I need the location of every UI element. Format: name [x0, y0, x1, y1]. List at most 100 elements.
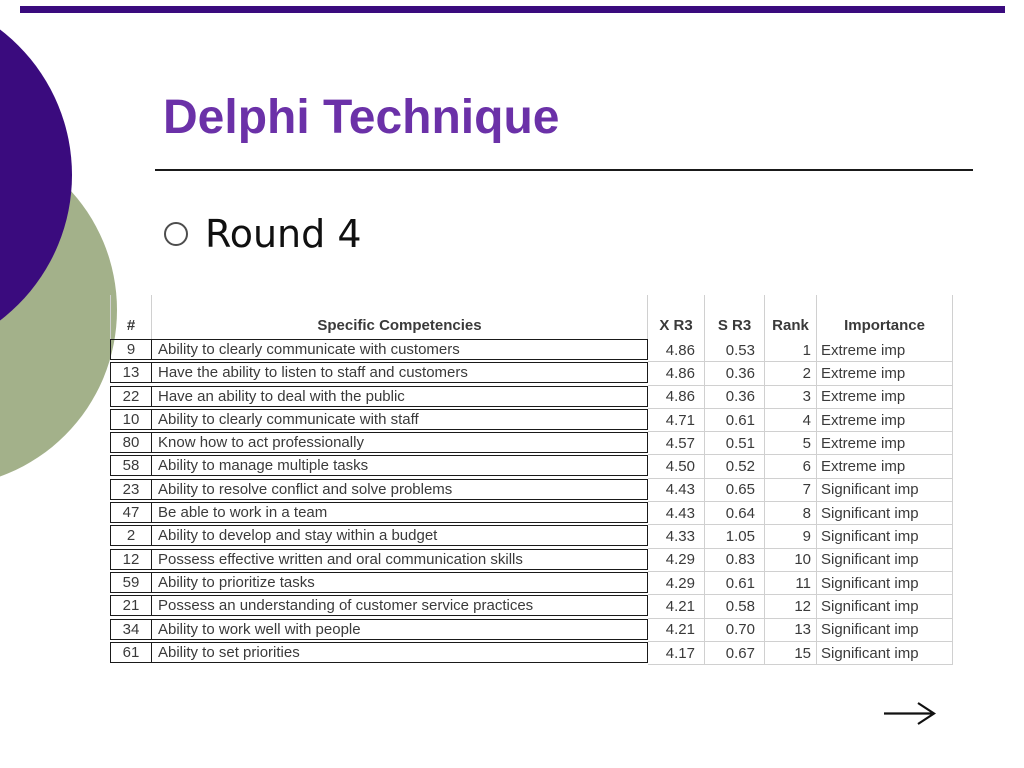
cell-competency: Ability to clearly communicate with staf…	[152, 408, 648, 430]
cell-rank: 11	[765, 571, 817, 596]
cell-xr3: 4.86	[648, 362, 705, 386]
table-body: 9 Ability to clearly communicate with cus…	[110, 339, 953, 666]
cell-number: 58	[110, 455, 152, 477]
cell-sr3: 0.61	[705, 571, 765, 596]
table-row: 47 Be able to work in a team 4.43 0.64 8 Sign…	[110, 502, 953, 526]
cell-sr3: 1.05	[705, 525, 765, 549]
cell-sr3: 0.53	[705, 339, 765, 363]
cell-rank: 9	[765, 525, 817, 549]
cell-rank: 5	[765, 432, 817, 456]
cell-importance: Significant imp	[817, 595, 953, 619]
cell-importance: Significant imp	[817, 525, 953, 549]
cell-competency: Have an ability to deal with the public	[152, 385, 648, 407]
header-number: #	[110, 295, 152, 339]
table-row: 80 Know how to act professionally 4.57 0.51…	[110, 432, 953, 456]
table-row: 34 Ability to work well with people 4.21 0.…	[110, 618, 953, 642]
cell-importance: Extreme imp	[817, 362, 953, 386]
cell-competency: Be able to work in a team	[152, 502, 648, 524]
table-row: 59 Ability to prioritize tasks 4.29 0.61 11 S…	[110, 571, 953, 596]
cell-importance: Extreme imp	[817, 385, 953, 409]
cell-competency: Know how to act professionally	[152, 432, 648, 454]
cell-competency: Have the ability to listen to staff and …	[152, 362, 648, 384]
header-importance: Importance	[817, 295, 953, 339]
cell-importance: Extreme imp	[817, 455, 953, 479]
cell-xr3: 4.29	[648, 548, 705, 572]
cell-xr3: 4.29	[648, 571, 705, 596]
cell-sr3: 0.67	[705, 641, 765, 666]
cell-importance: Extreme imp	[817, 339, 953, 363]
cell-rank: 13	[765, 618, 817, 642]
cell-number: 61	[110, 641, 152, 663]
cell-xr3: 4.50	[648, 455, 705, 479]
cell-number: 80	[110, 432, 152, 454]
table-row: 23 Ability to resolve conflict and solve …	[110, 478, 953, 503]
cell-number: 22	[110, 385, 152, 407]
cell-sr3: 0.52	[705, 455, 765, 479]
title-underline	[155, 169, 973, 171]
cell-sr3: 0.51	[705, 432, 765, 456]
cell-sr3: 0.36	[705, 385, 765, 409]
cell-competency: Possess an understanding of customer ser…	[152, 595, 648, 617]
cell-sr3: 0.65	[705, 478, 765, 503]
table-row: 10 Ability to clearly communicate with st…	[110, 408, 953, 433]
cell-competency: Possess effective written and oral commu…	[152, 548, 648, 570]
table-row: 22 Have an ability to deal with the publi…	[110, 385, 953, 409]
cell-rank: 7	[765, 478, 817, 503]
header-competencies: Specific Competencies	[152, 295, 648, 339]
cell-sr3: 0.58	[705, 595, 765, 619]
cell-rank: 1	[765, 339, 817, 363]
table-row: 12 Possess effective written and oral com…	[110, 548, 953, 572]
cell-sr3: 0.70	[705, 618, 765, 642]
cell-number: 59	[110, 571, 152, 593]
cell-rank: 3	[765, 385, 817, 409]
cell-rank: 2	[765, 362, 817, 386]
cell-competency: Ability to set priorities	[152, 641, 648, 663]
cell-importance: Extreme imp	[817, 408, 953, 433]
header-sr3: S R3	[705, 295, 765, 339]
cell-competency: Ability to work well with people	[152, 618, 648, 640]
cell-competency: Ability to resolve conflict and solve pr…	[152, 478, 648, 500]
table-row: 2 Ability to develop and stay within a bu…	[110, 525, 953, 549]
cell-importance: Significant imp	[817, 641, 953, 666]
cell-number: 47	[110, 502, 152, 524]
cell-sr3: 0.83	[705, 548, 765, 572]
cell-rank: 15	[765, 641, 817, 666]
cell-xr3: 4.71	[648, 408, 705, 433]
table-row: 58 Ability to manage multiple tasks 4.50 0.…	[110, 455, 953, 479]
cell-competency: Ability to manage multiple tasks	[152, 455, 648, 477]
competencies-table: # Specific Competencies X R3 S R3 Rank I…	[110, 295, 953, 666]
header-xr3: X R3	[648, 295, 705, 339]
cell-xr3: 4.21	[648, 595, 705, 619]
cell-xr3: 4.57	[648, 432, 705, 456]
cell-number: 21	[110, 595, 152, 617]
bullet-label: Round 4	[205, 212, 362, 256]
cell-importance: Significant imp	[817, 618, 953, 642]
cell-rank: 6	[765, 455, 817, 479]
table-header-row: # Specific Competencies X R3 S R3 Rank I…	[110, 295, 953, 339]
cell-number: 10	[110, 408, 152, 430]
cell-xr3: 4.21	[648, 618, 705, 642]
next-arrow-icon[interactable]	[882, 700, 940, 727]
bullet-circle-icon	[164, 222, 188, 246]
cell-importance: Significant imp	[817, 502, 953, 526]
cell-number: 9	[110, 339, 152, 360]
cell-number: 13	[110, 362, 152, 384]
cell-number: 12	[110, 548, 152, 570]
cell-importance: Significant imp	[817, 478, 953, 503]
cell-xr3: 4.17	[648, 641, 705, 666]
cell-competency: Ability to clearly communicate with cust…	[152, 339, 648, 360]
cell-xr3: 4.33	[648, 525, 705, 549]
cell-competency: Ability to prioritize tasks	[152, 571, 648, 593]
header-rank: Rank	[765, 295, 817, 339]
cell-sr3: 0.64	[705, 502, 765, 526]
cell-importance: Significant imp	[817, 548, 953, 572]
table-row: 9 Ability to clearly communicate with cus…	[110, 339, 953, 363]
table-row: 61 Ability to set priorities 4.17 0.67 15 Sig…	[110, 641, 953, 666]
top-accent-bar	[20, 6, 1005, 13]
cell-rank: 4	[765, 408, 817, 433]
bullet-item: Round 4	[164, 212, 362, 256]
cell-xr3: 4.43	[648, 502, 705, 526]
cell-rank: 10	[765, 548, 817, 572]
cell-xr3: 4.43	[648, 478, 705, 503]
cell-importance: Extreme imp	[817, 432, 953, 456]
